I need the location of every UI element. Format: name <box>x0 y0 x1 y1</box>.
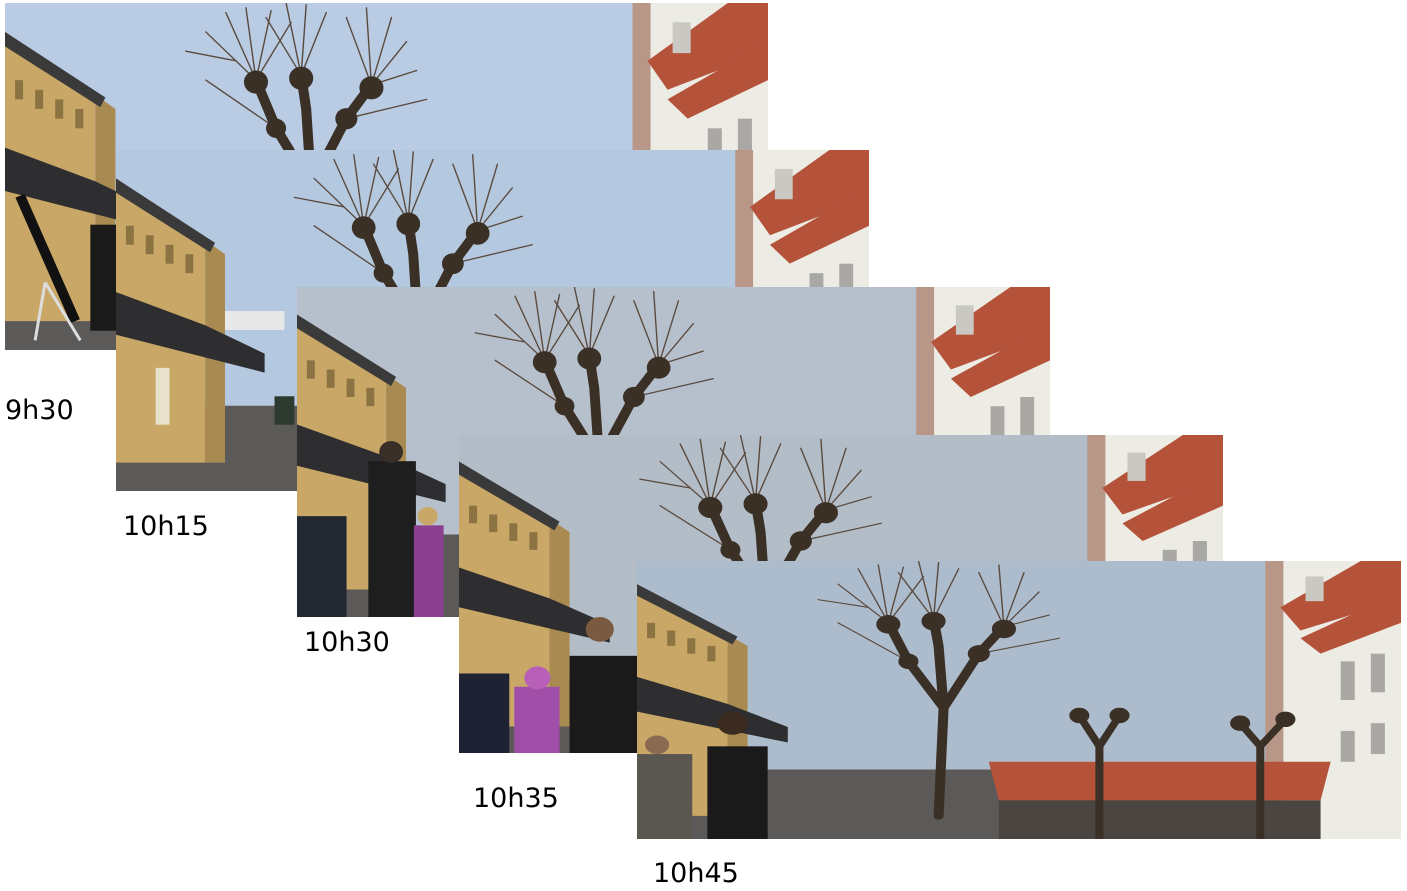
caption-10h35: 10h35 <box>473 783 559 814</box>
caption-10h15: 10h15 <box>123 511 209 542</box>
caption-10h45: 10h45 <box>653 858 739 889</box>
caption-10h30: 10h30 <box>304 627 390 658</box>
photo-10h45 <box>637 561 1401 839</box>
caption-9h30: 9h30 <box>5 395 74 426</box>
